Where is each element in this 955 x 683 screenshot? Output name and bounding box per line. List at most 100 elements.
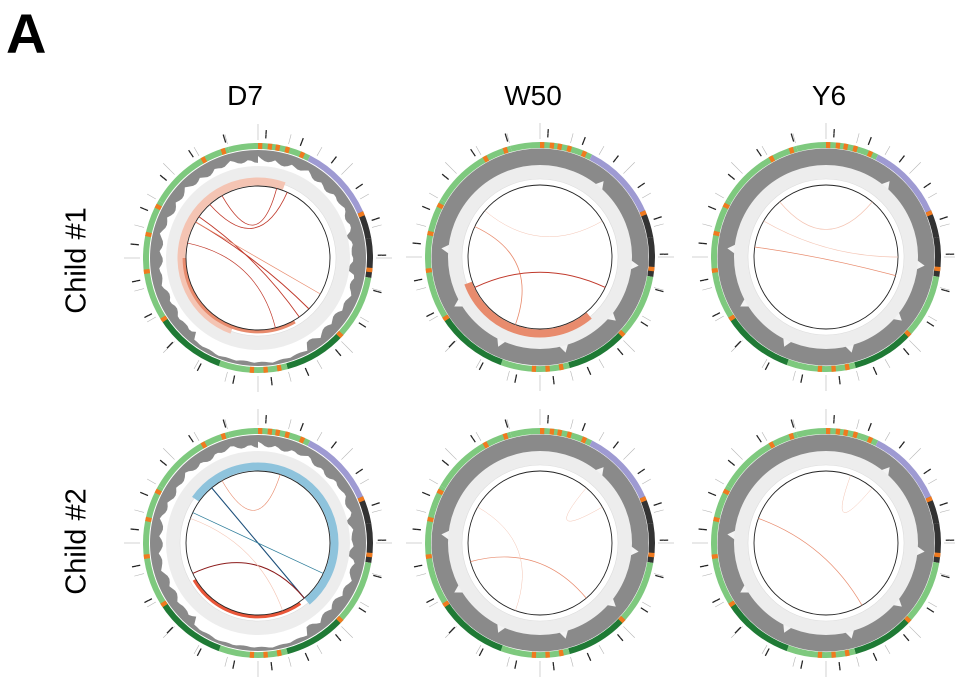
gene-tick-label: ▬▬ bbox=[371, 214, 381, 222]
axis-tick bbox=[224, 419, 228, 430]
trna-marker bbox=[427, 516, 434, 523]
axis-tick bbox=[134, 224, 145, 228]
axis-tick bbox=[134, 288, 145, 292]
gene-ring-segment bbox=[339, 561, 372, 620]
gene-tick-label: ▬▬ bbox=[922, 180, 932, 189]
gene-tick-label: ▬▬ bbox=[165, 339, 175, 349]
trna-marker bbox=[558, 649, 564, 657]
gene-ring-segment bbox=[711, 199, 734, 318]
gene-tick-label: ▬▬ bbox=[865, 421, 873, 431]
axis-tick bbox=[371, 288, 382, 292]
gene-tick-label: ▬▬ bbox=[194, 646, 203, 656]
axis-tick bbox=[416, 223, 427, 227]
trna-marker bbox=[482, 155, 490, 163]
trna-marker bbox=[566, 145, 573, 153]
axis-tick bbox=[642, 478, 652, 485]
circos-panel-4: ▬▬ ▬▬ ▬▬ ▬▬ ▬▬ ▬▬ ▬▬ ▬▬ ▬▬ ▬▬ ▬▬ ▬▬ ▬▬ ▬▬ ▬▬ ▬▬ ▬▬ ▬▬ ▬▬ ▬▬… bbox=[124, 409, 392, 677]
gene-tick-label: ▬▬ bbox=[131, 562, 141, 569]
axis-tick bbox=[146, 478, 156, 485]
gene-tick-label: ▬▬ bbox=[378, 537, 387, 542]
circos-panel-6: ▬▬ ▬▬ ▬▬ ▬▬ ▬▬ ▬▬ ▬▬ ▬▬ ▬▬ ▬▬ ▬▬ ▬▬ ▬▬ ▬▬ ▬▬ ▬▬ ▬▬ ▬▬ ▬▬ ▬▬… bbox=[692, 409, 955, 677]
deletion-chord bbox=[754, 246, 896, 276]
trna-marker bbox=[425, 268, 433, 274]
gene-tick-label: ▬▬ bbox=[616, 632, 626, 642]
gene-ring-segment bbox=[728, 600, 789, 652]
trna-marker bbox=[934, 266, 941, 272]
axis-tick bbox=[623, 162, 635, 174]
gene-tick-label: ▬▬ bbox=[755, 433, 764, 443]
gene-tick-label: ▬▬ bbox=[711, 595, 721, 604]
gene-tick-label: ▬▬ bbox=[358, 320, 368, 329]
circos-panel-2: ▬▬ ▬▬ ▬▬ ▬▬ ▬▬ ▬▬ ▬▬ ▬▬ ▬▬ ▬▬ ▬▬ ▬▬ ▬▬ ▬▬ ▬▬ ▬▬ ▬▬ ▬▬ ▬▬ ▬▬… bbox=[406, 123, 674, 391]
gene-tick-label: ▬▬ bbox=[941, 572, 951, 579]
trna-marker bbox=[545, 365, 551, 372]
trna-marker bbox=[425, 554, 433, 560]
gene-tick-label: ▬▬ bbox=[230, 374, 237, 384]
inner-track bbox=[166, 166, 350, 350]
gene-tick-label: ▬▬ bbox=[422, 203, 432, 211]
column-title-w50: W50 bbox=[504, 80, 562, 111]
axis-tick bbox=[146, 193, 156, 200]
axis-tick bbox=[653, 573, 664, 577]
deletion-band bbox=[177, 177, 286, 334]
inner-track-border bbox=[747, 464, 905, 622]
axis-tick bbox=[642, 601, 652, 608]
trna-marker bbox=[284, 431, 291, 439]
gene-tick-label: ▬▬ bbox=[165, 624, 175, 634]
gene-ring-segment bbox=[339, 276, 372, 335]
gene-ring-segment bbox=[442, 600, 503, 652]
axis-tick bbox=[341, 163, 353, 175]
gene-tick-label: ▬▬ bbox=[222, 419, 229, 429]
axis-tick bbox=[702, 223, 713, 227]
deletion-chord bbox=[758, 518, 863, 606]
gene-tick-label: ▬▬ bbox=[698, 240, 708, 246]
trna-marker bbox=[366, 552, 373, 558]
column-title-d7: D7 bbox=[227, 80, 263, 111]
axis-tick bbox=[909, 626, 921, 638]
gene-tick-label: ▬▬ bbox=[653, 213, 663, 221]
trna-marker bbox=[566, 431, 573, 439]
trna-marker bbox=[788, 432, 795, 440]
gene-ring-segment bbox=[639, 496, 654, 525]
gene-ring-segment bbox=[425, 485, 448, 604]
axis-tick bbox=[193, 431, 200, 441]
axis-tick bbox=[288, 656, 292, 667]
axis-tick bbox=[506, 133, 510, 144]
axis-tick bbox=[416, 287, 427, 291]
deletion-chord bbox=[779, 201, 873, 230]
axis-tick bbox=[792, 419, 796, 430]
panel-letter: A bbox=[6, 2, 47, 65]
gene-tick-label: ▬▬ bbox=[544, 128, 550, 138]
trna-marker bbox=[436, 488, 444, 496]
center-circle bbox=[467, 470, 613, 616]
axis-tick bbox=[316, 360, 323, 370]
trna-marker bbox=[275, 429, 281, 437]
trna-marker bbox=[336, 330, 344, 339]
axis-tick bbox=[856, 419, 860, 430]
gene-tick-label: ▬▬ bbox=[447, 624, 457, 634]
gene-tick-label: ▬▬ bbox=[304, 367, 312, 377]
gene-tick-label: ▬▬ bbox=[140, 204, 150, 212]
axis-tick bbox=[909, 448, 921, 460]
gene-tick-label: ▬▬ bbox=[897, 439, 907, 449]
trna-marker bbox=[925, 210, 933, 217]
gene-tick-label: ▬▬ bbox=[798, 659, 805, 669]
axis-tick bbox=[761, 431, 768, 441]
gene-tick-label: ▬▬ bbox=[579, 135, 587, 145]
axis-tick bbox=[193, 146, 200, 156]
coverage-dip bbox=[727, 244, 736, 254]
coverage-dip bbox=[441, 530, 450, 540]
gene-tick-label: ▬▬ bbox=[865, 135, 873, 145]
coverage-dip bbox=[594, 181, 604, 191]
deletion-chord bbox=[484, 210, 603, 237]
gene-tick-label: ▬▬ bbox=[941, 286, 951, 293]
gene-tick-label: ▬▬ bbox=[329, 439, 339, 449]
gene-ring-segment bbox=[639, 210, 654, 239]
axis-tick bbox=[731, 448, 743, 460]
trna-marker bbox=[145, 516, 152, 523]
center-circle bbox=[467, 184, 613, 330]
axis-tick bbox=[371, 224, 382, 228]
axis-tick bbox=[570, 419, 574, 430]
gene-ring-segment bbox=[442, 314, 503, 366]
gene-tick-label: ▬▬ bbox=[655, 572, 665, 579]
